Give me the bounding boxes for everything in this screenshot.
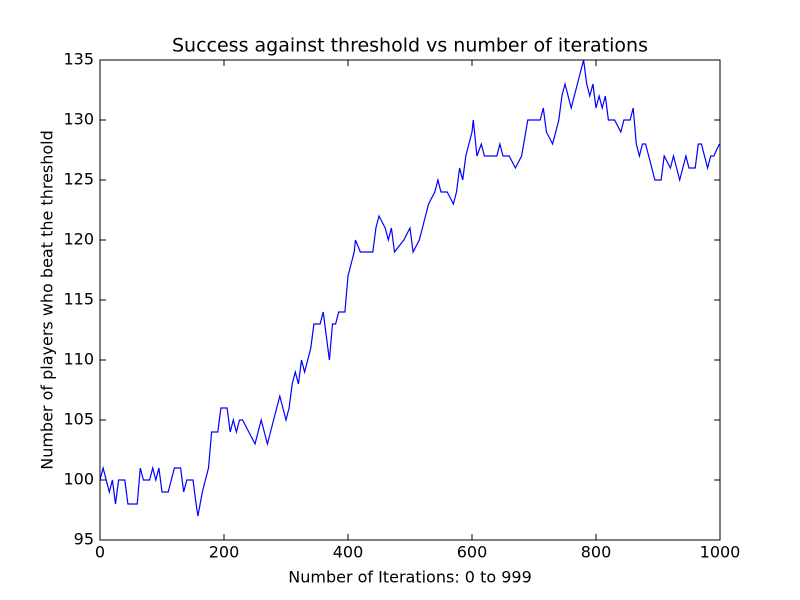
- y-tick-label: 100: [63, 470, 94, 489]
- y-tick-label: 130: [63, 110, 94, 129]
- x-tick-label: 0: [95, 543, 105, 562]
- data-line: [99, 59, 720, 517]
- y-tick-label: 105: [63, 410, 94, 429]
- x-axis-label: Number of Iterations: 0 to 999: [288, 568, 532, 587]
- y-tick-label: 110: [63, 350, 94, 369]
- y-tick-label: 125: [63, 170, 94, 189]
- chart-title: Success against threshold vs number of i…: [172, 35, 648, 57]
- y-tick-label: 135: [63, 50, 94, 69]
- x-tick-label: 800: [581, 543, 612, 562]
- x-tick-label: 400: [333, 543, 364, 562]
- x-tick-label: 200: [209, 543, 240, 562]
- x-tick-label: 1000: [700, 543, 741, 562]
- x-tick-label: 600: [457, 543, 488, 562]
- y-axis-label: Number of players who beat the threshold: [38, 130, 57, 470]
- y-tick-label: 115: [63, 290, 94, 309]
- plot-frame: [99, 59, 721, 541]
- y-tick-label: 95: [74, 530, 94, 549]
- y-tick-label: 120: [63, 230, 94, 249]
